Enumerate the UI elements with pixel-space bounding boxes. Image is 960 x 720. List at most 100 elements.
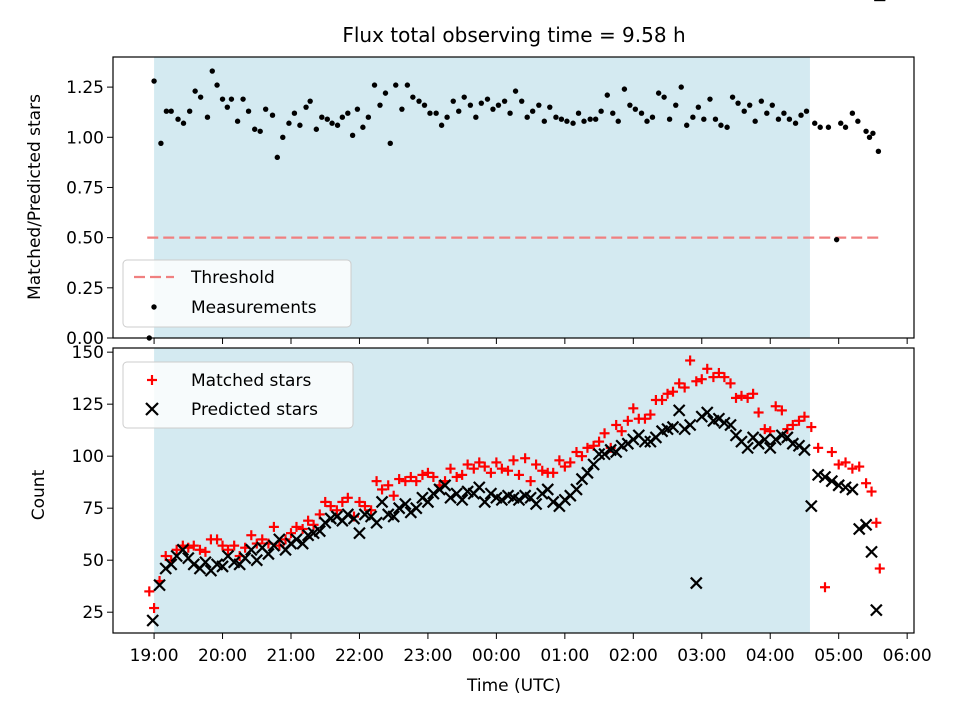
measurement-point <box>838 120 844 126</box>
measurement-point <box>490 106 496 112</box>
matched-point <box>674 378 685 389</box>
measurement-point <box>313 126 320 132</box>
measurement-point <box>262 106 269 112</box>
predicted-point <box>176 543 190 557</box>
measurement-point <box>286 120 292 126</box>
matched-point <box>742 392 753 403</box>
predicted-point <box>495 493 509 507</box>
measurement-point <box>833 236 840 243</box>
top-y-tick-label: 0.50 <box>66 229 104 249</box>
matched-point <box>866 486 877 497</box>
x-tick-label: 06:00 <box>883 646 932 666</box>
measurement-point <box>473 114 479 120</box>
measurement-point <box>564 118 570 124</box>
predicted-point <box>683 418 697 432</box>
x-tick-label: 02:00 <box>609 646 658 666</box>
predicted-point <box>570 483 583 496</box>
predicted-point <box>672 404 686 417</box>
measurement-point <box>438 122 445 128</box>
matched-point <box>303 515 314 526</box>
matched-point <box>662 388 673 399</box>
matched-point <box>559 461 570 472</box>
predicted-point <box>313 524 327 538</box>
measurement-point <box>863 128 869 134</box>
matched-point <box>820 582 830 593</box>
bottom-y-tick-label: 50 <box>82 551 104 571</box>
measurement-point <box>718 122 724 128</box>
matched-point <box>691 376 702 387</box>
predicted-point <box>245 543 258 557</box>
x-tick-label: 00:00 <box>472 646 521 666</box>
matched-point <box>325 501 336 512</box>
measurement-point <box>371 82 378 88</box>
matched-point <box>628 403 639 414</box>
matched-point <box>246 530 257 541</box>
measurement-point <box>570 120 576 126</box>
legend-measurements-marker <box>151 304 157 310</box>
predicted-point <box>347 512 361 525</box>
matched-point <box>445 463 456 474</box>
legend-matched-marker <box>147 375 157 385</box>
predicted-point <box>427 487 440 500</box>
measurement-point <box>524 114 530 120</box>
matched-point <box>377 484 388 495</box>
measurement-point <box>214 82 220 88</box>
measurement-point <box>349 132 356 138</box>
bottom-y-tick-label: 25 <box>82 603 104 623</box>
predicted-point <box>512 493 526 507</box>
matched-point <box>320 496 331 507</box>
measurement-point <box>404 82 411 88</box>
predicted-point <box>798 443 811 457</box>
measurement-point <box>158 140 164 147</box>
measurement-point <box>360 124 366 130</box>
predicted-point <box>472 481 486 494</box>
measurement-point <box>553 114 559 120</box>
measurement-point <box>690 114 696 120</box>
measurement-point <box>274 154 281 161</box>
top-legend-box <box>122 259 352 328</box>
predicted-point <box>758 433 772 446</box>
matched-point <box>405 471 416 482</box>
bottom-y-axis: 25 50 75 100 125 150 <box>72 343 113 623</box>
top-x-ticks <box>153 338 908 344</box>
matched-point <box>645 409 656 420</box>
predicted-point <box>846 483 859 496</box>
predicted-point <box>839 481 852 494</box>
measurement-point <box>775 116 782 122</box>
measurement-point <box>627 102 633 108</box>
predicted-point <box>438 479 452 492</box>
measurement-point <box>798 112 804 118</box>
measurement-point <box>598 108 604 114</box>
predicted-point <box>146 614 159 627</box>
predicted-point <box>290 533 303 546</box>
matched-point <box>531 459 542 470</box>
matched-point <box>485 467 496 478</box>
matched-point <box>411 476 422 487</box>
predicted-point <box>399 497 412 511</box>
top-y-tick-label: 1.25 <box>66 78 104 98</box>
measurement-point <box>587 116 593 122</box>
predicted-point <box>296 537 309 550</box>
measurement-point <box>735 100 741 106</box>
measurement-point <box>558 116 565 122</box>
predicted-point <box>666 420 680 434</box>
matched-point <box>422 467 433 478</box>
matched-point <box>571 447 582 458</box>
top-y-axis-label: Matched/Predicted stars <box>25 94 45 300</box>
measurement-point <box>456 108 462 114</box>
measurement-point <box>234 118 241 124</box>
measurement-point <box>746 102 753 108</box>
measurement-point <box>382 90 389 96</box>
top-panel-frame <box>112 56 915 339</box>
measurement-point <box>507 110 513 116</box>
predicted-point <box>546 495 560 509</box>
measurement-point <box>427 110 433 116</box>
measurement-point <box>307 98 313 104</box>
matched-point <box>861 478 872 489</box>
measurement-point <box>764 110 770 116</box>
matched-point <box>708 372 719 383</box>
matched-point <box>639 413 650 424</box>
x-tick-label: 20:00 <box>198 646 247 666</box>
legend-predicted-label: Predicted stars <box>191 400 318 420</box>
measurement-point <box>168 108 174 114</box>
